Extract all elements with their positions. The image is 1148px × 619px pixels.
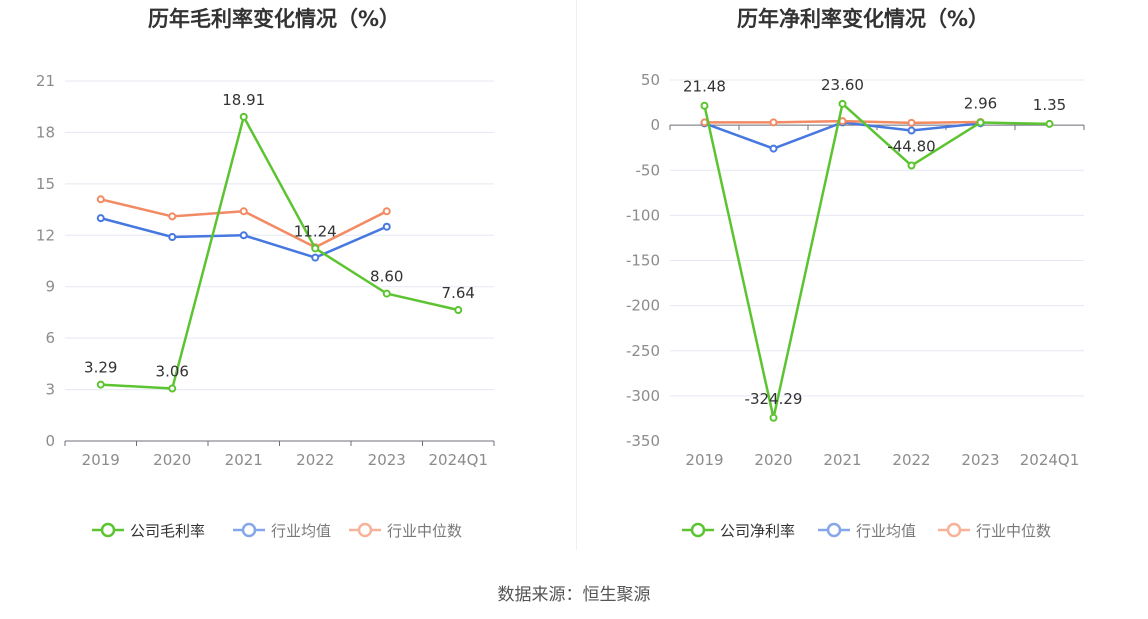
y-tick-label: 3 bbox=[45, 381, 55, 399]
data-label: 3.29 bbox=[84, 359, 117, 377]
chart-2: 历年净利率变化情况（%） -350 -300 -250 -200 -150 -100 -50 0… bbox=[626, 7, 1085, 540]
data-point-median bbox=[382, 207, 391, 216]
y-tick-label: 9 bbox=[45, 278, 55, 296]
y-tick-label: -150 bbox=[626, 252, 660, 270]
data-point-avg bbox=[96, 214, 105, 223]
legend-marker bbox=[100, 522, 116, 538]
data-point-company bbox=[96, 380, 105, 389]
data-label: 11.24 bbox=[294, 222, 337, 240]
x-tick-label: 2019 bbox=[685, 451, 723, 469]
chart-title: 历年毛利率变化情况（%） bbox=[148, 7, 400, 31]
legend-item-company: 公司毛利率 bbox=[92, 522, 205, 540]
data-point-company bbox=[907, 161, 916, 170]
x-tick-label: 2022 bbox=[296, 451, 334, 469]
legend-label: 行业均值 bbox=[271, 522, 331, 540]
y-tick-label: -300 bbox=[626, 387, 660, 405]
legend-label: 行业中位数 bbox=[387, 522, 462, 540]
data-point-company bbox=[769, 413, 778, 422]
data-point-avg bbox=[907, 126, 916, 135]
y-tick-label: 6 bbox=[45, 329, 55, 347]
y-tick-label: 15 bbox=[36, 175, 55, 193]
x-tick-label: 2020 bbox=[153, 451, 191, 469]
y-tick-label: 0 bbox=[650, 116, 660, 134]
data-point-median bbox=[96, 195, 105, 204]
legend-marker bbox=[357, 522, 373, 538]
x-tick-label: 2021 bbox=[225, 451, 263, 469]
data-point-company bbox=[1045, 119, 1054, 128]
data-label: 2.96 bbox=[964, 94, 997, 112]
data-point-avg bbox=[168, 233, 177, 241]
data-point-avg bbox=[382, 222, 391, 231]
source-label: 数据来源：恒生聚源 bbox=[497, 585, 651, 605]
y-tick-label: -250 bbox=[626, 342, 660, 360]
data-point-company bbox=[168, 384, 177, 393]
data-label: -44.80 bbox=[887, 138, 935, 156]
data-point-company bbox=[838, 99, 847, 108]
y-tick-label: -50 bbox=[636, 161, 661, 179]
x-tick-label: 2022 bbox=[892, 451, 930, 469]
data-point-company bbox=[454, 306, 463, 315]
data-label: 3.06 bbox=[156, 363, 189, 381]
data-label: 8.60 bbox=[370, 268, 403, 286]
data-label: 23.60 bbox=[821, 76, 864, 94]
data-point-median bbox=[907, 118, 916, 127]
legend-item-median: 行业中位数 bbox=[349, 522, 462, 540]
panel-divider bbox=[576, 0, 577, 550]
legend-marker bbox=[241, 522, 257, 538]
legend-marker bbox=[946, 522, 962, 538]
legend-label: 行业中位数 bbox=[976, 522, 1051, 540]
data-label: -324.29 bbox=[745, 390, 803, 408]
data-label: 18.91 bbox=[222, 91, 265, 109]
legend-item-avg: 行业均值 bbox=[818, 522, 916, 540]
data-point-company bbox=[239, 112, 248, 121]
data-point-company bbox=[382, 289, 391, 298]
data-point-median bbox=[239, 207, 248, 216]
x-tick-label: 2021 bbox=[823, 451, 861, 469]
y-tick-label: 18 bbox=[36, 123, 55, 141]
y-tick-label: 21 bbox=[36, 72, 55, 90]
data-label: 1.35 bbox=[1033, 96, 1066, 114]
data-point-avg bbox=[311, 253, 320, 262]
x-tick-label: 2023 bbox=[368, 451, 406, 469]
x-tick-label: 2024Q1 bbox=[428, 451, 488, 469]
legend-label: 行业均值 bbox=[856, 522, 916, 540]
data-point-company bbox=[700, 101, 709, 110]
y-tick-label: 0 bbox=[45, 432, 55, 450]
legend-label: 公司净利率 bbox=[720, 522, 795, 540]
charts-canvas: 历年毛利率变化情况（%） 0 3 6 9 12 15 18 21 2019 2020 2021 2022… bbox=[36, 7, 1085, 540]
data-point-median bbox=[769, 118, 778, 127]
data-label: 21.48 bbox=[683, 78, 726, 96]
legend-item-company: 公司净利率 bbox=[682, 522, 795, 540]
legend-item-avg: 行业均值 bbox=[233, 522, 331, 540]
x-tick-label: 2020 bbox=[754, 451, 792, 469]
chart-1: 历年毛利率变化情况（%） 0 3 6 9 12 15 18 21 2019 2020 2021 2022… bbox=[36, 7, 495, 540]
data-label: 7.64 bbox=[442, 284, 475, 302]
legend-marker bbox=[690, 522, 706, 538]
y-tick-label: -350 bbox=[626, 432, 660, 450]
legend-item-median: 行业中位数 bbox=[938, 522, 1051, 540]
y-tick-label: -200 bbox=[626, 297, 660, 315]
data-point-avg bbox=[769, 144, 778, 153]
data-point-company bbox=[311, 244, 320, 253]
series-line-company bbox=[100, 115, 459, 390]
data-point-avg bbox=[239, 231, 248, 240]
series-line-company bbox=[703, 102, 1050, 420]
data-point-company bbox=[976, 118, 985, 127]
legend-marker bbox=[826, 522, 842, 538]
x-tick-label: 2024Q1 bbox=[1020, 451, 1080, 469]
x-tick-label: 2023 bbox=[961, 451, 999, 469]
legend-label: 公司毛利率 bbox=[130, 522, 205, 540]
chart-title: 历年净利率变化情况（%） bbox=[737, 7, 989, 31]
y-tick-label: 12 bbox=[36, 226, 55, 244]
y-tick-label: -100 bbox=[626, 206, 660, 224]
data-point-median bbox=[168, 212, 177, 221]
y-tick-label: 50 bbox=[641, 71, 660, 89]
x-tick-label: 2019 bbox=[82, 451, 120, 469]
series-line-median bbox=[100, 198, 388, 249]
